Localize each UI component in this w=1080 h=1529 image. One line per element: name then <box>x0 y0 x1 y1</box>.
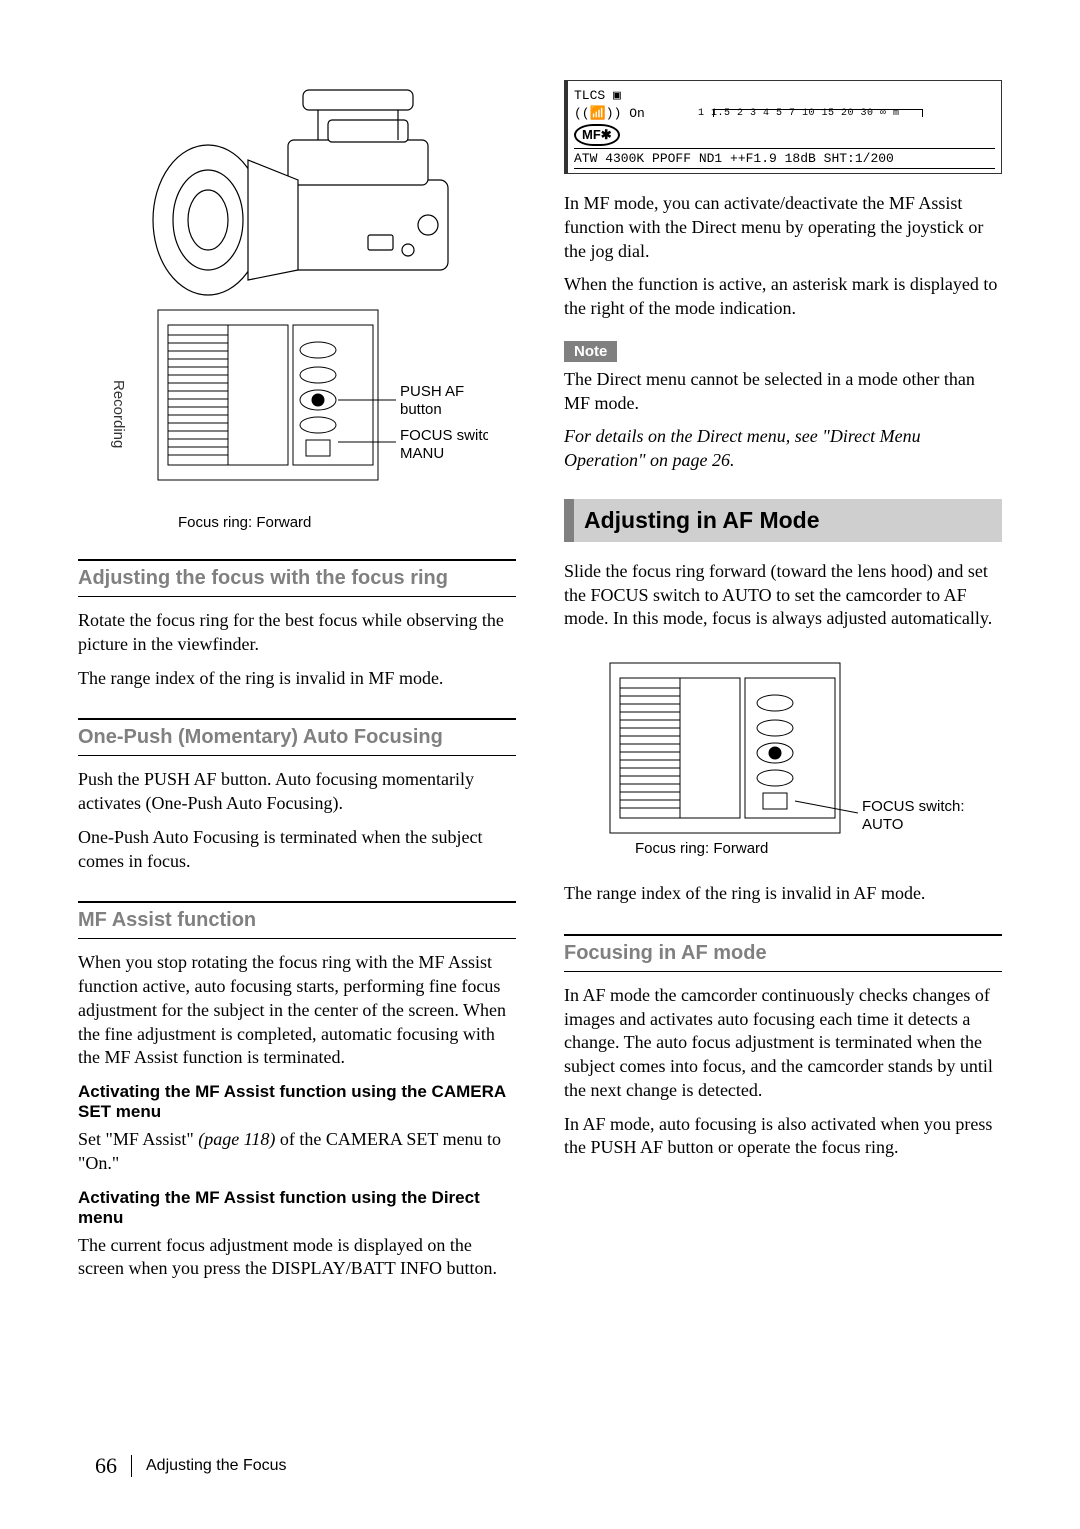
lcd-row-4: ATW 4300K PPOFF ND1 ++F1.9 18dB SHT:1/20… <box>574 148 995 170</box>
heading-one-push: One-Push (Momentary) Auto Focusing <box>78 718 516 756</box>
svg-text:MANU: MANU <box>400 445 444 462</box>
p-one-push-1: Push the PUSH AF button. Auto focusing m… <box>78 768 516 816</box>
heading-focusing-af: Focusing in AF mode <box>564 934 1002 972</box>
p-focusing-af-2: In AF mode, auto focusing is also activa… <box>564 1113 1002 1161</box>
sidebar-tab: Recording <box>110 380 127 448</box>
svg-text:PUSH AF: PUSH AF <box>400 383 464 400</box>
p-mf-assist-2a: Set "MF Assist" <box>78 1129 198 1149</box>
section-af-mode: Adjusting in AF Mode <box>564 499 1002 542</box>
p-af-1: Slide the focus ring forward (toward the… <box>564 560 1002 631</box>
p-right-1: In MF mode, you can activate/deactivate … <box>564 192 1002 263</box>
sub-activating-direct-menu: Activating the MF Assist function using … <box>78 1188 516 1228</box>
page-number: 66 <box>95 1453 117 1479</box>
lcd-display: TLCS ▣ ((📶)) On 1 1.5 2 3 4 5 7 10 15 20… <box>564 80 1002 174</box>
note-text: The Direct menu cannot be selected in a … <box>564 368 1002 416</box>
svg-text:FOCUS switch:: FOCUS switch: <box>862 798 965 815</box>
p-focus-ring-1: Rotate the focus ring for the best focus… <box>78 609 516 657</box>
p-focus-ring-2: The range index of the ring is invalid i… <box>78 667 516 691</box>
p-right-2: When the function is active, an asterisk… <box>564 273 1002 321</box>
lcd-row-3: MF✱ <box>574 124 995 146</box>
note-label: Note <box>564 341 617 362</box>
scale-numbers: 1 1.5 2 3 4 5 7 10 15 20 30 ∞ m <box>698 107 900 121</box>
mf-mode-indicator: MF✱ <box>574 124 620 146</box>
lcd-row-1: TLCS ▣ <box>574 87 995 105</box>
p-focusing-af-1: In AF mode the camcorder continuously ch… <box>564 984 1002 1103</box>
svg-text:button: button <box>400 401 442 418</box>
heading-focus-ring: Adjusting the focus with the focus ring <box>78 559 516 597</box>
note-ref: For details on the Direct menu, see "Dir… <box>564 425 1002 473</box>
p-mf-assist-1: When you stop rotating the focus ring wi… <box>78 951 516 1070</box>
p-one-push-2: One-Push Auto Focusing is terminated whe… <box>78 826 516 874</box>
left-column: PUSH AF button FOCUS switch: MANU Focus … <box>78 80 516 1291</box>
camera-illustration: PUSH AF button FOCUS switch: MANU <box>128 80 488 510</box>
camera-figure: PUSH AF button FOCUS switch: MANU Focus … <box>128 80 516 531</box>
lens-illustration: FOCUS switch: AUTO Focus ring: Forward <box>600 653 980 863</box>
svg-text:Focus ring: Forward: Focus ring: Forward <box>635 840 768 857</box>
p-af-2: The range index of the ring is invalid i… <box>564 882 1002 906</box>
lcd-on-text: On <box>629 106 645 121</box>
heading-mf-assist: MF Assist function <box>78 901 516 939</box>
svg-text:FOCUS switch:: FOCUS switch: <box>400 427 488 444</box>
footer-title: Adjusting the Focus <box>146 1457 287 1475</box>
footer-separator <box>131 1455 132 1477</box>
lens-figure: FOCUS switch: AUTO Focus ring: Forward <box>600 653 1002 868</box>
p-mf-assist-3: The current focus adjustment mode is dis… <box>78 1234 516 1282</box>
svg-text:AUTO: AUTO <box>862 816 903 833</box>
page-footer: 66 Adjusting the Focus <box>95 1453 287 1479</box>
antenna-icon: ((📶)) <box>574 106 621 121</box>
sub-activating-camera-set: Activating the MF Assist function using … <box>78 1082 516 1122</box>
p-mf-assist-2: Set "MF Assist" (page 118) of the CAMERA… <box>78 1128 516 1176</box>
page-ref-118: (page 118) <box>198 1129 275 1149</box>
focus-ring-caption: Focus ring: Forward <box>178 514 516 531</box>
right-column: TLCS ▣ ((📶)) On 1 1.5 2 3 4 5 7 10 15 20… <box>564 80 1002 1291</box>
